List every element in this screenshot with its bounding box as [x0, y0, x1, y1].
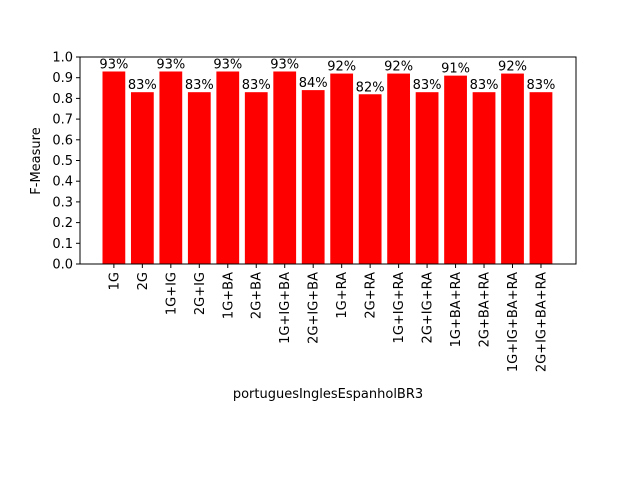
bar	[159, 71, 183, 265]
value-label: 93%	[156, 57, 185, 72]
bar	[358, 94, 382, 264]
bar	[130, 92, 154, 264]
plot-frame	[79, 56, 577, 265]
value-label: 83%	[413, 78, 442, 93]
value-label: 83%	[242, 78, 271, 93]
x-tick-label: 2G+IG+RA	[421, 272, 436, 344]
x-tick-label: 1G+IG+RA	[392, 272, 407, 344]
y-tick-label: 0.6	[52, 133, 73, 148]
y-tick-label: 0.0	[52, 258, 73, 273]
x-tick-label: 1G+IG	[164, 272, 179, 315]
x-tick-label: 1G+RA	[335, 272, 350, 319]
value-label: 83%	[185, 78, 214, 93]
bar	[444, 75, 467, 264]
x-tick-label: 2G	[136, 272, 151, 290]
y-tick-label: 0.9	[52, 71, 73, 86]
value-label: 91%	[441, 62, 470, 77]
y-tick-label: 1.0	[52, 51, 73, 66]
x-tick-label: 2G+RA	[364, 272, 379, 319]
bar	[330, 73, 354, 264]
y-tick-label: 0.3	[52, 195, 73, 210]
value-label: 83%	[470, 78, 499, 93]
bar	[301, 90, 325, 265]
value-label: 93%	[270, 57, 299, 72]
y-tick-label: 0.7	[52, 113, 73, 128]
y-tick-label: 0.4	[52, 175, 73, 190]
value-label: 93%	[213, 57, 242, 72]
y-axis-label: F-Measure	[29, 127, 44, 194]
x-tick-label: 1G+IG+BA+RA	[506, 272, 521, 372]
bar	[415, 92, 439, 264]
y-tick-label: 0.5	[52, 154, 73, 169]
bar	[102, 71, 126, 265]
bar	[529, 92, 553, 264]
x-axis-label: portuguesInglesEspanholBR3	[233, 387, 423, 402]
x-tick-label: 1G+BA+RA	[449, 272, 464, 347]
value-label: 84%	[299, 76, 328, 91]
value-label: 92%	[384, 60, 413, 75]
y-tick-label: 0.1	[52, 237, 73, 252]
x-tick-label: 2G+BA+RA	[478, 272, 493, 347]
bar	[501, 73, 524, 264]
value-label: 82%	[356, 80, 385, 95]
bar	[187, 92, 211, 264]
x-tick-label: 1G+IG+BA	[278, 272, 293, 344]
value-label: 83%	[527, 78, 556, 93]
bar	[273, 71, 297, 265]
value-label: 92%	[327, 60, 356, 75]
y-tick-label: 0.2	[52, 216, 73, 231]
value-label: 93%	[99, 57, 128, 72]
x-tick-label: 2G+IG	[193, 272, 208, 315]
x-tick-label: 2G+BA	[250, 272, 265, 319]
x-tick-label: 1G	[107, 272, 122, 290]
x-tick-label: 1G+BA	[221, 272, 236, 319]
y-tick-label: 0.8	[52, 92, 73, 107]
bar	[244, 92, 268, 264]
value-label: 83%	[128, 78, 157, 93]
x-tick-label: 2G+IG+BA	[307, 272, 322, 344]
bar	[472, 92, 496, 264]
x-tick-label: 2G+IG+BA+RA	[534, 272, 549, 372]
value-label: 92%	[498, 60, 527, 75]
bar	[387, 73, 411, 264]
bar	[216, 71, 240, 265]
